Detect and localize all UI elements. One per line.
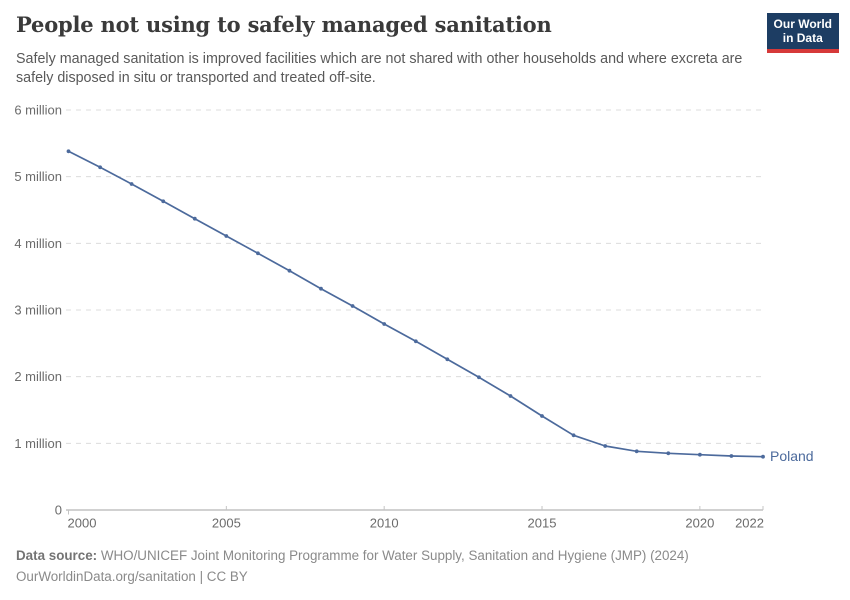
x-axis-tick-label: 2015 <box>528 516 557 531</box>
y-axis-tick-label: 5 million <box>14 169 62 184</box>
data-source-text: WHO/UNICEF Joint Monitoring Programme fo… <box>100 548 689 563</box>
data-point-marker <box>666 451 671 456</box>
data-point-marker <box>319 286 323 291</box>
y-axis-tick-label: 3 million <box>14 303 62 318</box>
x-axis-tick-label: 2010 <box>370 516 399 531</box>
page-title: People not using to safely managed sanit… <box>16 12 552 37</box>
y-axis-tick-label: 0 <box>55 503 62 518</box>
y-axis-tick-label: 4 million <box>14 236 62 251</box>
data-point-marker <box>445 357 450 362</box>
data-point-marker <box>256 251 260 256</box>
data-point-marker <box>729 454 734 458</box>
poland-line-series <box>67 150 764 458</box>
y-axis-tick-label: 2 million <box>14 369 62 384</box>
data-point-marker <box>287 268 292 273</box>
data-source-label: Data source: <box>16 548 98 563</box>
y-axis-tick-label: 1 million <box>14 436 62 451</box>
data-point-marker <box>382 322 387 326</box>
data-point-marker <box>571 433 576 438</box>
data-point-marker <box>540 414 544 418</box>
x-axis-tick-label: 2022 <box>735 516 764 531</box>
license-line[interactable]: OurWorldinData.org/sanitation | CC BY <box>16 569 248 584</box>
owid-logo: Our World in Data <box>766 13 839 53</box>
data-point-marker <box>413 339 418 344</box>
data-point-marker <box>129 182 134 186</box>
x-axis-tick-label: 2000 <box>68 516 97 531</box>
line-chart: 0 1 million 2 million 3 million 4 million 5 m… <box>0 95 850 545</box>
data-point-marker <box>161 199 166 204</box>
data-source-line: Data source: WHO/UNICEF Joint Monitoring… <box>16 545 826 566</box>
chart-footer: Data source: WHO/UNICEF Joint Monitoring… <box>16 545 826 587</box>
data-point-marker <box>98 165 102 170</box>
line-chart-canvas[interactable]: 0 1 million 2 million 3 million 4 million 5 m… <box>0 95 850 545</box>
owid-logo-line1: Our World <box>773 17 832 31</box>
data-point-marker <box>634 449 639 454</box>
data-point-marker <box>477 375 481 380</box>
x-axis-tick-label: 2020 <box>685 516 714 531</box>
series-entity-label[interactable]: Poland <box>770 448 814 464</box>
data-point-marker <box>698 452 702 457</box>
data-point-marker <box>66 149 71 154</box>
data-point-marker <box>761 454 765 459</box>
data-point-marker <box>603 444 608 448</box>
data-point-marker <box>508 394 513 398</box>
x-axis-tick-label: 2005 <box>212 516 241 531</box>
data-point-marker <box>224 234 229 238</box>
data-point-marker <box>350 304 355 308</box>
y-axis-tick-label: 6 million <box>14 103 62 118</box>
owid-logo-line2: in Data <box>782 30 823 45</box>
data-point-marker <box>192 216 197 221</box>
chart-subtitle: Safely managed sanitation is improved fa… <box>16 51 743 86</box>
